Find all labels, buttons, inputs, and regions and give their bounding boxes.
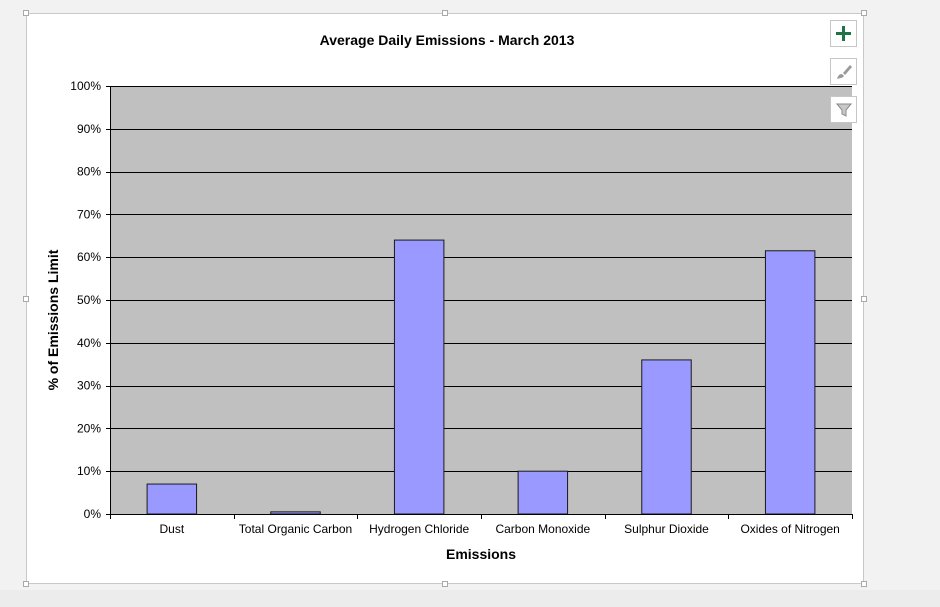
x-tick-label: Dust [159, 522, 184, 536]
y-tick-label: 30% [77, 379, 101, 393]
resize-handle-bottom-left[interactable] [23, 581, 29, 587]
bar-hydrogen-chloride[interactable] [393, 239, 445, 515]
y-tick-label: 100% [70, 79, 101, 93]
y-tick-label: 10% [77, 464, 101, 478]
y-tick-label: 70% [77, 207, 101, 221]
resize-handle-bottom-right[interactable] [861, 581, 867, 587]
chart-canvas: 0% 10% 20% 30% 40% 50% 60% 70% 80% 90% 100% Dust To… [45, 32, 853, 562]
bar-carbon-monoxide[interactable] [517, 470, 569, 515]
resize-handle-left[interactable] [23, 296, 29, 302]
x-tick-label: Hydrogen Chloride [369, 522, 469, 536]
bar-oxides-of-nitrogen[interactable] [764, 250, 816, 515]
chart-area[interactable]: 0% 10% 20% 30% 40% 50% 60% 70% 80% 90% 100% Dust To… [26, 13, 864, 584]
bar-sulphur-dioxide[interactable] [641, 359, 692, 515]
x-axis-title: Emissions [446, 546, 516, 562]
y-tick-label: 80% [77, 165, 101, 179]
brush-icon [837, 65, 852, 79]
funnel-icon [835, 103, 852, 117]
chart-styles-button[interactable] [830, 58, 857, 85]
y-tick-label: 90% [77, 122, 101, 136]
y-axis-title: % of Emissions Limit [45, 249, 61, 390]
chart-title: Average Daily Emissions - March 2013 [320, 32, 575, 48]
resize-handle-bottom[interactable] [442, 581, 448, 587]
resize-handle-right[interactable] [861, 296, 867, 302]
x-tick-label: Total Organic Carbon [239, 522, 352, 536]
bar-total-organic-carbon[interactable] [270, 511, 321, 515]
plus-icon [836, 26, 851, 41]
y-tick-label: 40% [77, 336, 101, 350]
x-tick-label: Carbon Monoxide [495, 522, 590, 536]
y-tick-label: 60% [77, 250, 101, 264]
x-tick-label: Oxides of Nitrogen [740, 522, 839, 536]
y-tick-label: 20% [77, 421, 101, 435]
resize-handle-top-right[interactable] [861, 10, 867, 16]
y-tick-label: 0% [84, 507, 102, 521]
chart-filters-button[interactable] [830, 96, 857, 123]
sheet-bottom-area [0, 590, 940, 607]
chart-elements-button[interactable] [830, 20, 857, 47]
resize-handle-top-left[interactable] [23, 10, 29, 16]
resize-handle-top[interactable] [442, 10, 448, 16]
x-tick-label: Sulphur Dioxide [624, 522, 709, 536]
y-tick-label: 50% [77, 293, 101, 307]
bar-dust[interactable] [146, 483, 198, 515]
